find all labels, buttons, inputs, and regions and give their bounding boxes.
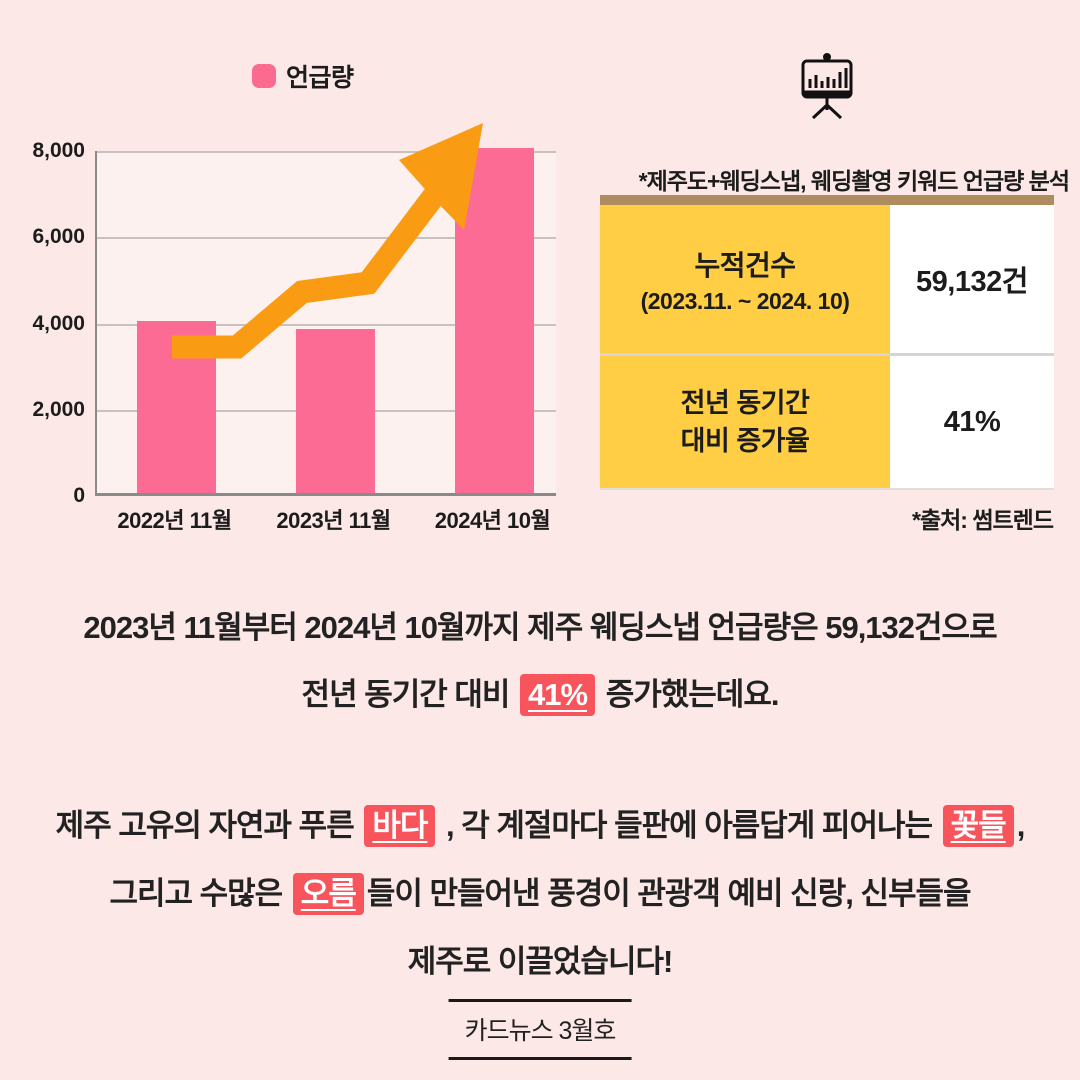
growth-rate-label-cell: 전년 동기간 대비 증가율 [600,356,890,488]
cell-title-line2: 대비 증가율 [680,426,810,456]
y-axis-tick-label: 2,000 [32,397,85,421]
gridline [97,151,556,153]
x-axis-category-label: 2023년 11월 [276,508,391,533]
stats-panel: *제주도+웨딩스냅, 웨딩촬영 키워드 언급량 분석 누적건수 (2023.11… [560,0,1080,545]
highlight-bada: 바다 [364,805,436,847]
highlight-oreum: 오름 [292,873,364,915]
paragraph-line: 2023년 11월부터 2024년 10월까지 제주 웨딩스냅 언급량은 59,… [83,610,997,645]
paragraph-summary: 2023년 11월부터 2024년 10월까지 제주 웨딩스냅 언급량은 59,… [0,594,1080,728]
growth-rate-value: 41% [890,356,1054,488]
text-segment: 전년 동기간 대비 [301,677,511,712]
cell-title-line1: 전년 동기간 [680,388,810,418]
chart-legend: 언급량 [252,58,354,94]
trend-arrow-icon [172,123,483,359]
paragraph-line: 제주 고유의 자연과 푸른 바다 , 각 계절마다 들판에 아름답게 피어나는 … [0,792,1080,860]
bar-2023년 11월 [296,329,375,493]
legend-label: 언급량 [286,64,354,92]
highlight-kkotdeul: 꽃들 [942,805,1014,847]
y-axis-tick-label: 8,000 [32,139,85,162]
cumulative-count-value: 59,132건 [890,205,1054,353]
paragraph-description: 제주 고유의 자연과 푸른 바다 , 각 계절마다 들판에 아름답게 피어나는 … [0,792,1080,996]
stats-table: 누적건수 (2023.11. ~ 2024. 10) 59,132건 전년 동기… [600,195,1054,490]
cell-date-range: (2023.11. ~ 2024. 10) [640,287,850,314]
table-top-bar [600,195,1054,205]
y-axis-tick-label: 0 [73,484,85,507]
cumulative-count-label-cell: 누적건수 (2023.11. ~ 2024. 10) [600,205,890,353]
presentation-chart-icon [801,53,853,120]
cell-title: 누적건수 [694,249,796,281]
issue-badge: 카드뉴스 3월호 [448,999,632,1060]
paragraph-line: 전년 동기간 대비 41% 증가했는데요. [0,661,1080,728]
text-segment: 그리고 수많은 [109,876,283,911]
legend-swatch-pink [252,64,276,88]
highlight-41-percent: 41% [520,674,596,716]
text-segment: , [1016,808,1026,843]
paragraph-line: 그리고 수많은 오름 들이 만들어낸 풍경이 관광객 예비 신랑, 신부들을 [0,860,1080,928]
y-axis-tick-label: 4,000 [32,311,85,335]
x-axis-category-label: 2024년 10월 [434,508,551,533]
table-row: 누적건수 (2023.11. ~ 2024. 10) 59,132건 [600,205,1054,353]
mention-bar-chart: 언급량 0 2,000 4,000 6,000 8,000 2022년 11월 2023년 … [0,0,580,545]
text-segment: , 각 계절마다 들판에 아름답게 피어나는 [446,808,933,843]
gridline [97,323,556,326]
text-segment: 제주 고유의 자연과 푸른 [55,808,355,843]
text-segment: 들이 만들어낸 풍경이 관광객 예비 신랑, 신부들을 [366,876,972,911]
table-row: 전년 동기간 대비 증가율 41% [600,353,1054,488]
y-axis-tick-label: 6,000 [32,225,85,249]
paragraph-line: 제주로 이끌었습니다! [407,944,674,979]
panel-caption: *제주도+웨딩스냅, 웨딩촬영 키워드 언급량 분석 [638,168,1070,194]
source-credit: *출처: 썸트렌드 [912,507,1054,533]
x-axis-category-label: 2022년 11월 [117,508,232,533]
text-segment: 증가했는데요. [605,677,780,712]
gridline [97,237,556,240]
